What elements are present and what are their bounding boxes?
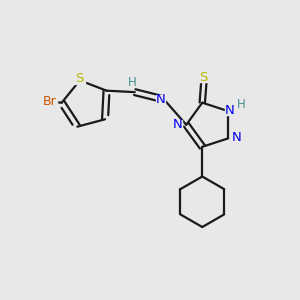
Text: Br: Br bbox=[42, 95, 56, 108]
Text: N: N bbox=[232, 131, 242, 144]
Text: N: N bbox=[173, 118, 183, 130]
Bar bbox=[238, 101, 245, 108]
Bar bbox=[232, 134, 241, 142]
Bar bbox=[42, 97, 57, 106]
Text: S: S bbox=[76, 72, 84, 86]
Bar bbox=[74, 74, 85, 84]
Text: S: S bbox=[200, 71, 208, 84]
Bar bbox=[157, 95, 165, 103]
Text: N: N bbox=[225, 104, 235, 117]
Text: H: H bbox=[128, 76, 137, 89]
Text: N: N bbox=[156, 93, 166, 106]
Bar bbox=[173, 120, 182, 128]
Bar bbox=[129, 79, 136, 86]
Bar bbox=[225, 106, 234, 115]
Text: H: H bbox=[237, 98, 246, 111]
Bar bbox=[199, 74, 208, 82]
